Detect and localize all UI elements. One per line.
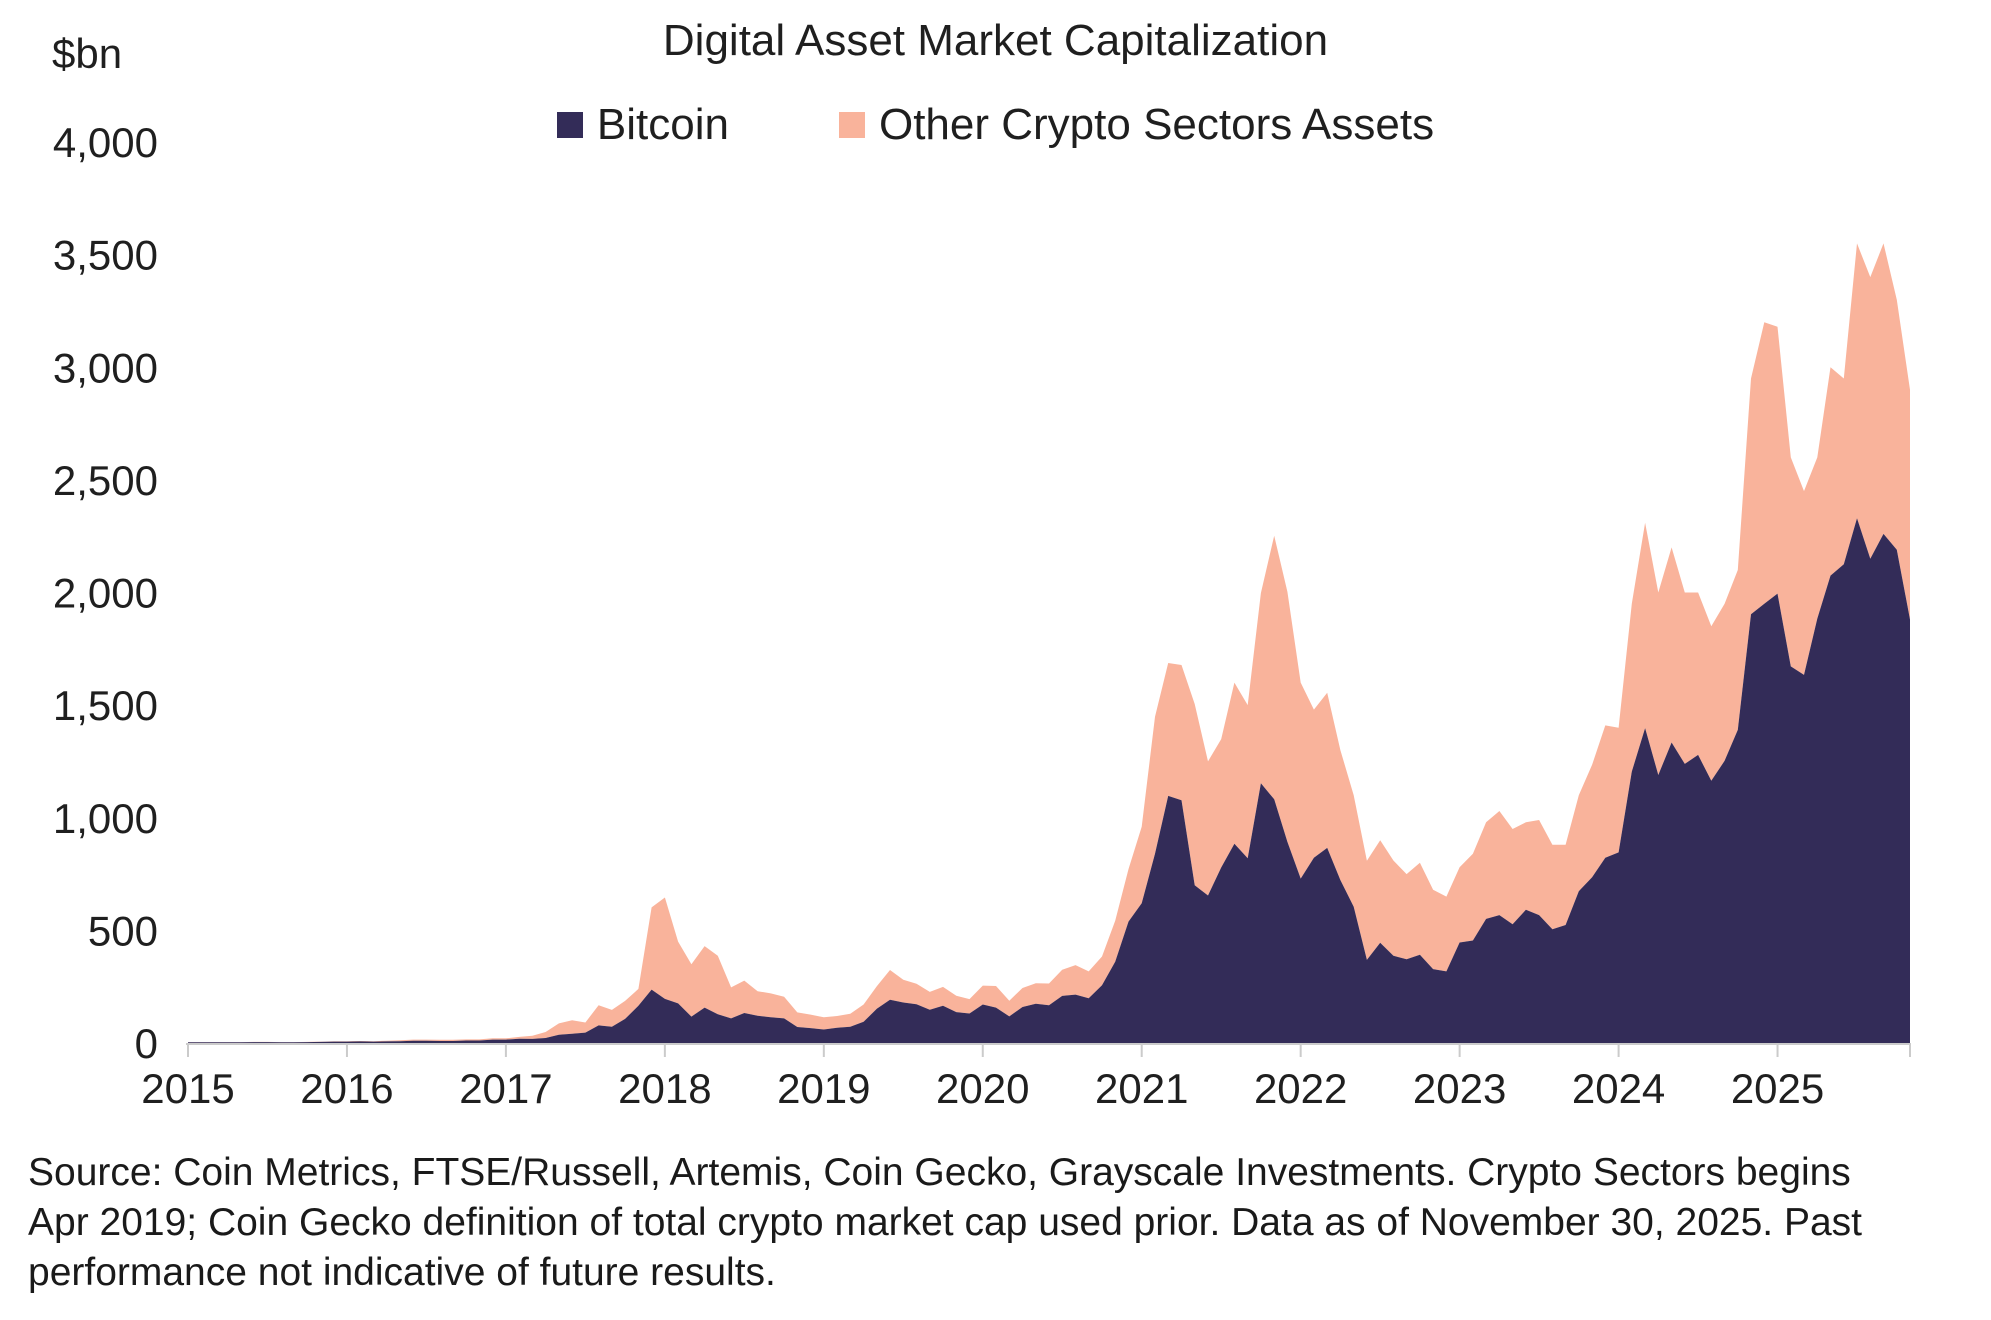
- chart-title: Digital Asset Market Capitalization: [662, 16, 1329, 65]
- y-tick-label: 1,500: [53, 682, 158, 729]
- x-tick-label: 2017: [459, 1065, 552, 1112]
- x-tick-label: 2020: [936, 1065, 1029, 1112]
- y-tick-label: 3,000: [53, 344, 158, 391]
- x-tick-label: 2019: [777, 1065, 870, 1112]
- x-tick-label: 2025: [1731, 1065, 1824, 1112]
- source-note-line: performance not indicative of future res…: [28, 1250, 776, 1294]
- x-tick-label: 2023: [1413, 1065, 1506, 1112]
- x-tick-label: 2016: [300, 1065, 393, 1112]
- x-tick-label: 2022: [1254, 1065, 1347, 1112]
- source-note-line: Source: Coin Metrics, FTSE/Russell, Arte…: [28, 1151, 1851, 1194]
- bitcoin-legend-label: Bitcoin: [596, 100, 729, 149]
- y-tick-label: 500: [88, 907, 158, 954]
- y-tick-label: 0: [135, 1020, 158, 1067]
- source-note-line: Apr 2019; Coin Gecko definition of total…: [28, 1200, 1862, 1244]
- bitcoin-area: [188, 518, 1910, 1043]
- y-tick-label: 2,500: [53, 457, 158, 504]
- source-note: Source: Coin Metrics, FTSE/Russell, Arte…: [28, 1148, 1963, 1298]
- y-tick-label: 1,000: [53, 795, 158, 842]
- other-crypto-legend-label: Other Crypto Sectors Assets: [878, 100, 1435, 149]
- chart-legend: Bitcoin Other Crypto Sectors Assets: [0, 100, 1991, 150]
- legend-item-bitcoin: Bitcoin: [556, 100, 729, 150]
- x-tick-label: 2018: [618, 1065, 711, 1112]
- other-crypto-legend-swatch: [838, 112, 865, 138]
- legend-item-other-crypto: Other Crypto Sectors Assets: [838, 100, 1435, 150]
- y-axis-unit-label: $bn: [52, 30, 123, 77]
- bitcoin-legend-swatch: [556, 112, 583, 138]
- x-tick-label: 2024: [1572, 1065, 1665, 1112]
- y-tick-label: 3,500: [53, 232, 158, 279]
- other-crypto-area: [188, 243, 1910, 1043]
- y-tick-label: 2,000: [53, 570, 158, 617]
- y-tick-label: 4,000: [53, 119, 158, 166]
- x-tick-label: 2021: [1095, 1065, 1188, 1112]
- x-tick-label: 2015: [141, 1065, 234, 1112]
